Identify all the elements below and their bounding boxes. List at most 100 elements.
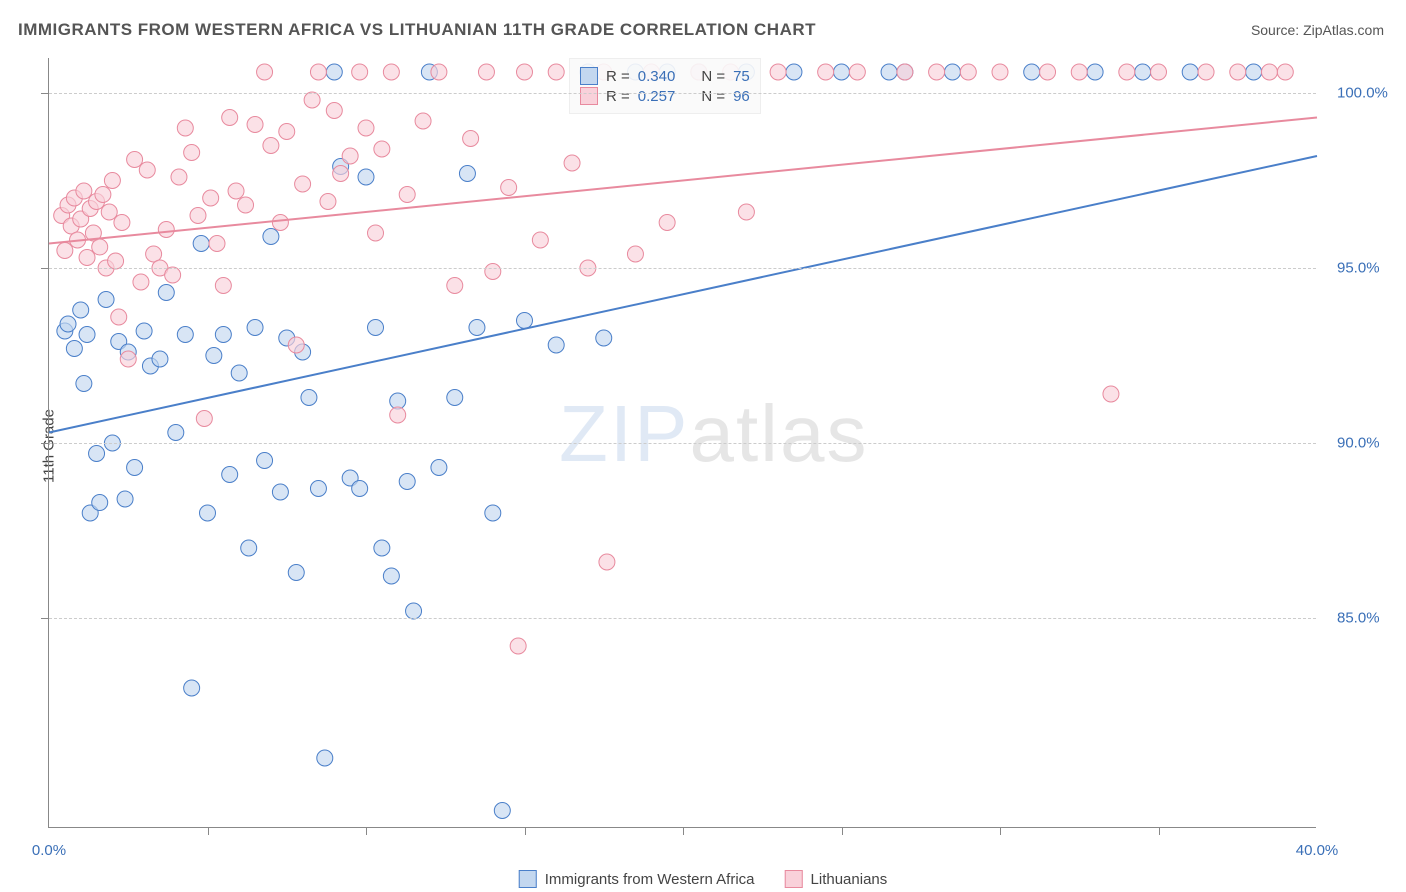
scatter-point bbox=[98, 292, 114, 308]
scatter-point bbox=[76, 376, 92, 392]
scatter-point bbox=[1277, 64, 1293, 80]
scatter-point bbox=[390, 407, 406, 423]
x-tick-label: 40.0% bbox=[1296, 842, 1339, 859]
x-tick bbox=[208, 827, 209, 835]
scatter-point bbox=[818, 64, 834, 80]
legend-N-val-1: 96 bbox=[733, 88, 750, 105]
x-tick bbox=[525, 827, 526, 835]
scatter-point bbox=[257, 64, 273, 80]
scatter-point bbox=[117, 491, 133, 507]
bottom-legend-swatch-1 bbox=[785, 870, 803, 888]
legend-row-1: R = 0.257 N = 96 bbox=[580, 87, 750, 105]
scatter-point bbox=[104, 173, 120, 189]
scatter-point bbox=[177, 327, 193, 343]
scatter-point bbox=[76, 183, 92, 199]
scatter-point bbox=[469, 320, 485, 336]
scatter-point bbox=[431, 460, 447, 476]
scatter-point bbox=[478, 64, 494, 80]
scatter-point bbox=[849, 64, 865, 80]
scatter-point bbox=[1230, 64, 1246, 80]
scatter-point bbox=[272, 484, 288, 500]
scatter-point bbox=[257, 453, 273, 469]
scatter-point bbox=[374, 141, 390, 157]
scatter-point bbox=[834, 64, 850, 80]
grid-line bbox=[49, 268, 1316, 269]
scatter-point bbox=[247, 320, 263, 336]
x-tick bbox=[683, 827, 684, 835]
scatter-point bbox=[374, 540, 390, 556]
scatter-point bbox=[596, 330, 612, 346]
scatter-point bbox=[196, 411, 212, 427]
legend-row-0: R = 0.340 N = 75 bbox=[580, 67, 750, 85]
scatter-point bbox=[1151, 64, 1167, 80]
scatter-point bbox=[304, 92, 320, 108]
scatter-point bbox=[517, 64, 533, 80]
scatter-point bbox=[494, 803, 510, 819]
scatter-point bbox=[288, 337, 304, 353]
scatter-point bbox=[133, 274, 149, 290]
grid-line bbox=[49, 93, 1316, 94]
scatter-point bbox=[358, 169, 374, 185]
scatter-point bbox=[228, 183, 244, 199]
scatter-point bbox=[510, 638, 526, 654]
scatter-point bbox=[79, 250, 95, 266]
bottom-legend: Immigrants from Western Africa Lithuania… bbox=[519, 870, 888, 888]
legend-R-label-1: R = bbox=[606, 88, 630, 105]
scatter-point bbox=[1071, 64, 1087, 80]
legend-R-val-0: 0.340 bbox=[638, 68, 676, 85]
scatter-point bbox=[352, 64, 368, 80]
scatter-point bbox=[247, 117, 263, 133]
scatter-point bbox=[564, 155, 580, 171]
scatter-point bbox=[184, 145, 200, 161]
scatter-point bbox=[152, 351, 168, 367]
scatter-point bbox=[317, 750, 333, 766]
scatter-point bbox=[770, 64, 786, 80]
scatter-point bbox=[60, 316, 76, 332]
scatter-point bbox=[1182, 64, 1198, 80]
scatter-point bbox=[215, 278, 231, 294]
y-tick bbox=[41, 618, 49, 619]
scatter-point bbox=[881, 64, 897, 80]
legend-R-label-0: R = bbox=[606, 68, 630, 85]
scatter-point bbox=[120, 351, 136, 367]
legend-N-label-1: N = bbox=[701, 88, 725, 105]
scatter-point bbox=[1103, 386, 1119, 402]
legend-N-label-0: N = bbox=[701, 68, 725, 85]
scatter-point bbox=[383, 568, 399, 584]
scatter-point bbox=[532, 232, 548, 248]
y-tick bbox=[41, 443, 49, 444]
bottom-legend-item-0: Immigrants from Western Africa bbox=[519, 870, 755, 888]
bottom-legend-swatch-0 bbox=[519, 870, 537, 888]
scatter-point bbox=[203, 190, 219, 206]
scatter-point bbox=[193, 236, 209, 252]
y-tick-label: 90.0% bbox=[1337, 435, 1380, 452]
scatter-point bbox=[89, 446, 105, 462]
scatter-point bbox=[944, 64, 960, 80]
scatter-point bbox=[463, 131, 479, 147]
scatter-point bbox=[415, 113, 431, 129]
scatter-point bbox=[326, 64, 342, 80]
y-tick-label: 100.0% bbox=[1337, 85, 1388, 102]
scatter-point bbox=[241, 540, 257, 556]
scatter-point bbox=[383, 64, 399, 80]
scatter-point bbox=[92, 239, 108, 255]
scatter-point bbox=[548, 64, 564, 80]
scatter-point bbox=[659, 215, 675, 231]
scatter-point bbox=[1040, 64, 1056, 80]
grid-line bbox=[49, 443, 1316, 444]
scatter-point bbox=[485, 264, 501, 280]
scatter-point bbox=[399, 474, 415, 490]
scatter-point bbox=[184, 680, 200, 696]
scatter-point bbox=[368, 225, 384, 241]
scatter-point bbox=[231, 365, 247, 381]
scatter-point bbox=[431, 64, 447, 80]
scatter-point bbox=[548, 337, 564, 353]
scatter-point bbox=[406, 603, 422, 619]
scatter-point bbox=[738, 204, 754, 220]
scatter-point bbox=[992, 64, 1008, 80]
scatter-point bbox=[1261, 64, 1277, 80]
legend-R-val-1: 0.257 bbox=[638, 88, 676, 105]
scatter-point bbox=[326, 103, 342, 119]
scatter-point bbox=[320, 194, 336, 210]
scatter-point bbox=[399, 187, 415, 203]
